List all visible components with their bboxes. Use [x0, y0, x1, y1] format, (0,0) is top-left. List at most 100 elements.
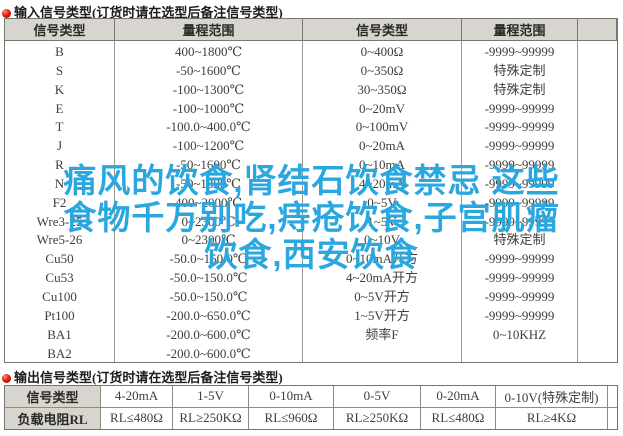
output-row-label-cell: 信号类型	[5, 386, 101, 408]
range-value-cell: -9999~99999	[484, 44, 555, 59]
range-value-cell: -9999~99999	[484, 194, 555, 210]
output-row-label-cell: 负载电阻RL	[5, 407, 101, 429]
output-value-cell: 0-20mA	[421, 386, 496, 408]
signal-type-cell: Cu53	[45, 270, 74, 286]
range-value-cell: -200.0~600.0℃	[166, 345, 251, 361]
output-value-cell: 0-10V(特殊定制)	[496, 386, 608, 408]
range-value-cell: -50~1600℃	[176, 157, 241, 173]
output-section-title-text: 输出信号类型(订货时请在选型后备注信号类型)	[14, 370, 283, 385]
range-value-cell: 0~10KHZ	[492, 326, 547, 342]
signal-type-cell: R	[55, 157, 64, 173]
range-value-cell: -9999~99999	[484, 213, 555, 229]
signal-type-cell: 频率F	[365, 326, 399, 342]
signal-type-cell: F2	[52, 194, 67, 210]
output-value-cell: RL≤480Ω	[101, 407, 173, 429]
signal-type-cell: Wre5-26	[36, 232, 83, 248]
range-value-cell: -200.0~650.0℃	[166, 307, 251, 323]
signal-type-cell: Wre3-25	[36, 213, 83, 229]
output-value-cell: RL≥250KΩ	[334, 407, 421, 429]
range-value-cell: 400~1800℃	[174, 44, 243, 59]
signal-type-cell: 0~10mA	[358, 157, 406, 173]
output-value-cell: RL≥4KΩ	[496, 407, 608, 429]
signal-type-cell: Cu50	[45, 251, 74, 267]
output-value-cell: RL≤480Ω	[421, 407, 496, 429]
signal-type-cell: 0~350Ω	[360, 62, 404, 78]
range-value-cell: 0~2300℃	[181, 213, 236, 229]
input-table-header-signal-type-left: 信号类型	[5, 19, 115, 41]
range-value-cell: -9999~99999	[484, 119, 555, 135]
signal-type-cell: 30~350Ω	[357, 81, 407, 97]
input-table-header-spacer	[578, 19, 617, 41]
output-spacer-cell	[608, 386, 617, 408]
signal-type-cell: Pt100	[44, 307, 75, 323]
range-value-cell: -9999~99999	[484, 175, 555, 191]
signal-type-cell: 0~400Ω	[360, 44, 404, 59]
range-value-cell: -100~1200℃	[172, 138, 245, 154]
signal-type-cell: J	[56, 138, 63, 154]
input-right-type-column: 0~400Ω 0~350Ω 30~350Ω 0~20mV 0~100mV 0~20mA 0~…	[303, 41, 462, 362]
input-left-type-column: B S K E T J R N F2 Wre3-25 Wre5-26 Cu50 Cu53 Cu100 Pt1…	[5, 41, 115, 362]
output-spacer-cell	[608, 408, 617, 430]
input-section-title: 输入信号类型(订货时请在选型后备注信号类型)	[2, 2, 283, 20]
range-value-cell: -50~1300℃	[176, 175, 241, 191]
signal-type-cell: 0~10mA开方	[345, 251, 419, 267]
input-table-header-range-right: 量程范围	[462, 19, 578, 41]
range-value-cell: -50.0~150.0℃	[169, 288, 248, 304]
signal-type-cell: BA1	[47, 326, 72, 342]
output-value-cell: RL≤960Ω	[249, 407, 334, 429]
range-value-cell: 400~2000℃	[174, 194, 243, 210]
signal-type-cell: T	[55, 119, 64, 135]
signal-type-cell: 4~20mA开方	[345, 270, 419, 286]
range-value-cell: 特殊定制	[493, 232, 546, 248]
range-value-cell: -9999~99999	[484, 138, 555, 154]
range-value-cell: -100~1300℃	[172, 81, 245, 97]
signal-type-cell: 0~5V	[367, 194, 397, 210]
signal-type-cell: 1~5V开方	[354, 307, 410, 323]
range-value-cell: -9999~99999	[484, 251, 555, 267]
range-value-cell: -50.0~150.0℃	[169, 270, 248, 286]
signal-type-cell: BA2	[47, 345, 72, 361]
output-value-cell: 1-5V	[173, 386, 249, 408]
range-value-cell: -100.0~400.0℃	[166, 119, 251, 135]
signal-type-cell: 0~100mV	[355, 119, 409, 135]
range-value-cell: -50.0~150.0℃	[169, 251, 248, 267]
signal-type-cell: N	[54, 175, 65, 191]
range-value-cell: -9999~99999	[484, 307, 555, 323]
signal-type-cell: 0~20mV	[358, 100, 406, 116]
range-value-cell: -9999~99999	[484, 270, 555, 286]
signal-type-cell: 0~10V	[364, 232, 400, 248]
range-value-cell: 0~2300℃	[181, 232, 236, 248]
output-value-cell: 0-10mA	[249, 386, 334, 408]
signal-type-cell: Cu100	[42, 288, 77, 304]
input-table-header-range-left: 量程范围	[115, 19, 303, 41]
input-right-range-column: -9999~99999 特殊定制 特殊定制 -9999~99999 -9999~9999…	[462, 41, 578, 362]
range-value-cell: -200.0~600.0℃	[166, 326, 251, 342]
output-signal-table: 信号类型 4-20mA 1-5V 0-10mA 0-5V 0-20mA 0-10V(特殊定制…	[4, 385, 618, 430]
range-value-cell: -9999~99999	[484, 100, 555, 116]
signal-type-cell: 1~5V	[367, 213, 397, 229]
range-value-cell: 特殊定制	[493, 62, 546, 78]
range-value-cell: -9999~99999	[484, 157, 555, 173]
range-value-cell: -100~1000℃	[172, 100, 245, 116]
signal-type-cell: K	[54, 81, 65, 97]
red-sphere-bullet-icon	[2, 9, 11, 18]
range-value-cell: -9999~99999	[484, 288, 555, 304]
output-section-title: 输出信号类型(订货时请在选型后备注信号类型)	[2, 367, 283, 385]
signal-type-cell: 4~20mA	[358, 175, 406, 191]
input-table-spacer-column	[578, 41, 617, 362]
output-value-cell: RL≥250KΩ	[173, 407, 249, 429]
signal-type-cell: S	[55, 62, 64, 78]
signal-type-cell: 0~20mA	[358, 138, 406, 154]
range-value-cell: 特殊定制	[493, 81, 546, 97]
input-table-header-signal-type-right: 信号类型	[303, 19, 462, 41]
input-left-range-column: 400~1800℃ -50~1600℃ -100~1300℃ -100~1000℃ -1…	[115, 41, 303, 362]
signal-type-cell: B	[55, 44, 64, 59]
output-value-cell: 0-5V	[334, 386, 421, 408]
input-section-title-text: 输入信号类型(订货时请在选型后备注信号类型)	[14, 5, 283, 20]
signal-type-cell: 0~5V开方	[354, 288, 410, 304]
red-sphere-bullet-icon	[2, 374, 11, 383]
signal-type-cell: E	[55, 100, 64, 116]
range-value-cell: -50~1600℃	[176, 62, 241, 78]
input-signal-table: 信号类型 量程范围 信号类型 量程范围 B S K E T J R N F2 Wre3-25 Wre…	[4, 18, 618, 363]
output-value-cell: 4-20mA	[101, 386, 173, 408]
